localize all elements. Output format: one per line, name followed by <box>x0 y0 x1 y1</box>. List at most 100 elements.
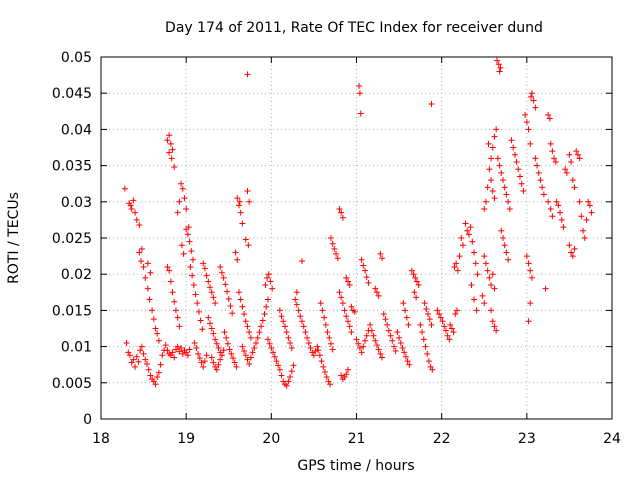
data-point <box>553 198 560 205</box>
data-point <box>217 356 224 363</box>
data-point <box>339 214 346 221</box>
data-point <box>249 349 256 356</box>
data-point <box>530 97 537 104</box>
data-point <box>152 325 159 332</box>
data-point <box>226 346 233 353</box>
data-point <box>517 173 524 180</box>
data-points <box>121 57 595 389</box>
data-point <box>496 68 503 75</box>
data-point <box>138 343 145 350</box>
data-point <box>523 119 530 126</box>
data-point <box>571 245 578 252</box>
data-point <box>259 317 266 324</box>
data-point <box>171 354 178 361</box>
y-tick-label: 0 <box>83 412 92 428</box>
data-point <box>145 366 152 373</box>
data-point <box>242 318 249 325</box>
data-point <box>489 187 496 194</box>
data-point <box>520 187 527 194</box>
data-point <box>380 311 387 318</box>
data-point <box>305 339 312 346</box>
data-point <box>426 316 433 323</box>
data-point <box>525 318 532 325</box>
data-point <box>434 307 441 314</box>
data-point <box>499 235 506 241</box>
data-point <box>408 267 415 274</box>
data-point <box>154 330 161 337</box>
data-point <box>355 340 362 347</box>
data-point <box>545 198 552 205</box>
data-point <box>351 308 358 315</box>
data-point <box>213 340 220 347</box>
data-point <box>304 334 311 341</box>
data-point <box>537 177 544 184</box>
data-point <box>152 381 159 388</box>
data-point <box>486 274 493 281</box>
data-point <box>314 343 321 350</box>
data-point <box>244 71 251 78</box>
data-point <box>155 337 162 344</box>
data-point <box>491 133 498 140</box>
x-tick-label: 24 <box>603 431 621 447</box>
data-point <box>323 374 330 381</box>
data-point <box>344 366 351 373</box>
data-point <box>498 169 505 176</box>
data-point <box>331 245 338 252</box>
data-point <box>423 305 430 312</box>
data-point <box>578 213 585 220</box>
data-point <box>489 271 496 278</box>
data-point <box>241 311 248 318</box>
data-point <box>375 292 382 299</box>
data-point <box>469 238 476 245</box>
data-point <box>264 274 271 281</box>
data-point <box>244 356 251 363</box>
data-point <box>566 151 573 158</box>
data-point <box>132 209 139 216</box>
data-point <box>527 300 534 307</box>
data-point <box>276 307 283 314</box>
data-point <box>186 346 193 353</box>
data-point <box>549 148 556 155</box>
data-point <box>479 292 486 299</box>
data-point <box>142 274 149 281</box>
data-point <box>133 353 140 360</box>
data-point <box>467 224 474 231</box>
data-point <box>373 289 380 296</box>
data-point <box>333 250 340 257</box>
data-point <box>222 281 229 288</box>
data-point <box>377 250 384 257</box>
data-point <box>174 209 181 216</box>
data-point <box>566 242 573 249</box>
data-point <box>419 329 426 336</box>
data-point <box>498 227 505 234</box>
data-point <box>300 323 307 330</box>
data-point <box>473 307 480 314</box>
data-point <box>169 146 176 153</box>
data-point <box>192 291 199 298</box>
data-point <box>441 323 448 330</box>
data-point <box>157 361 164 368</box>
data-point <box>505 198 512 205</box>
data-point <box>462 220 469 227</box>
data-point <box>338 372 345 379</box>
data-point <box>447 321 454 328</box>
data-point <box>454 267 461 274</box>
data-point <box>389 337 396 344</box>
data-point <box>235 202 242 209</box>
data-point <box>136 221 143 228</box>
data-point <box>356 90 363 97</box>
data-point <box>415 282 422 289</box>
data-point <box>344 318 351 325</box>
data-point <box>144 285 151 292</box>
data-point <box>486 166 493 173</box>
data-point <box>262 282 269 289</box>
data-point <box>547 206 554 213</box>
data-point <box>316 352 323 359</box>
data-point <box>198 359 205 366</box>
data-point <box>288 345 295 352</box>
data-point <box>223 334 230 341</box>
data-point <box>273 358 280 365</box>
data-point <box>338 294 345 301</box>
data-point <box>406 361 413 368</box>
